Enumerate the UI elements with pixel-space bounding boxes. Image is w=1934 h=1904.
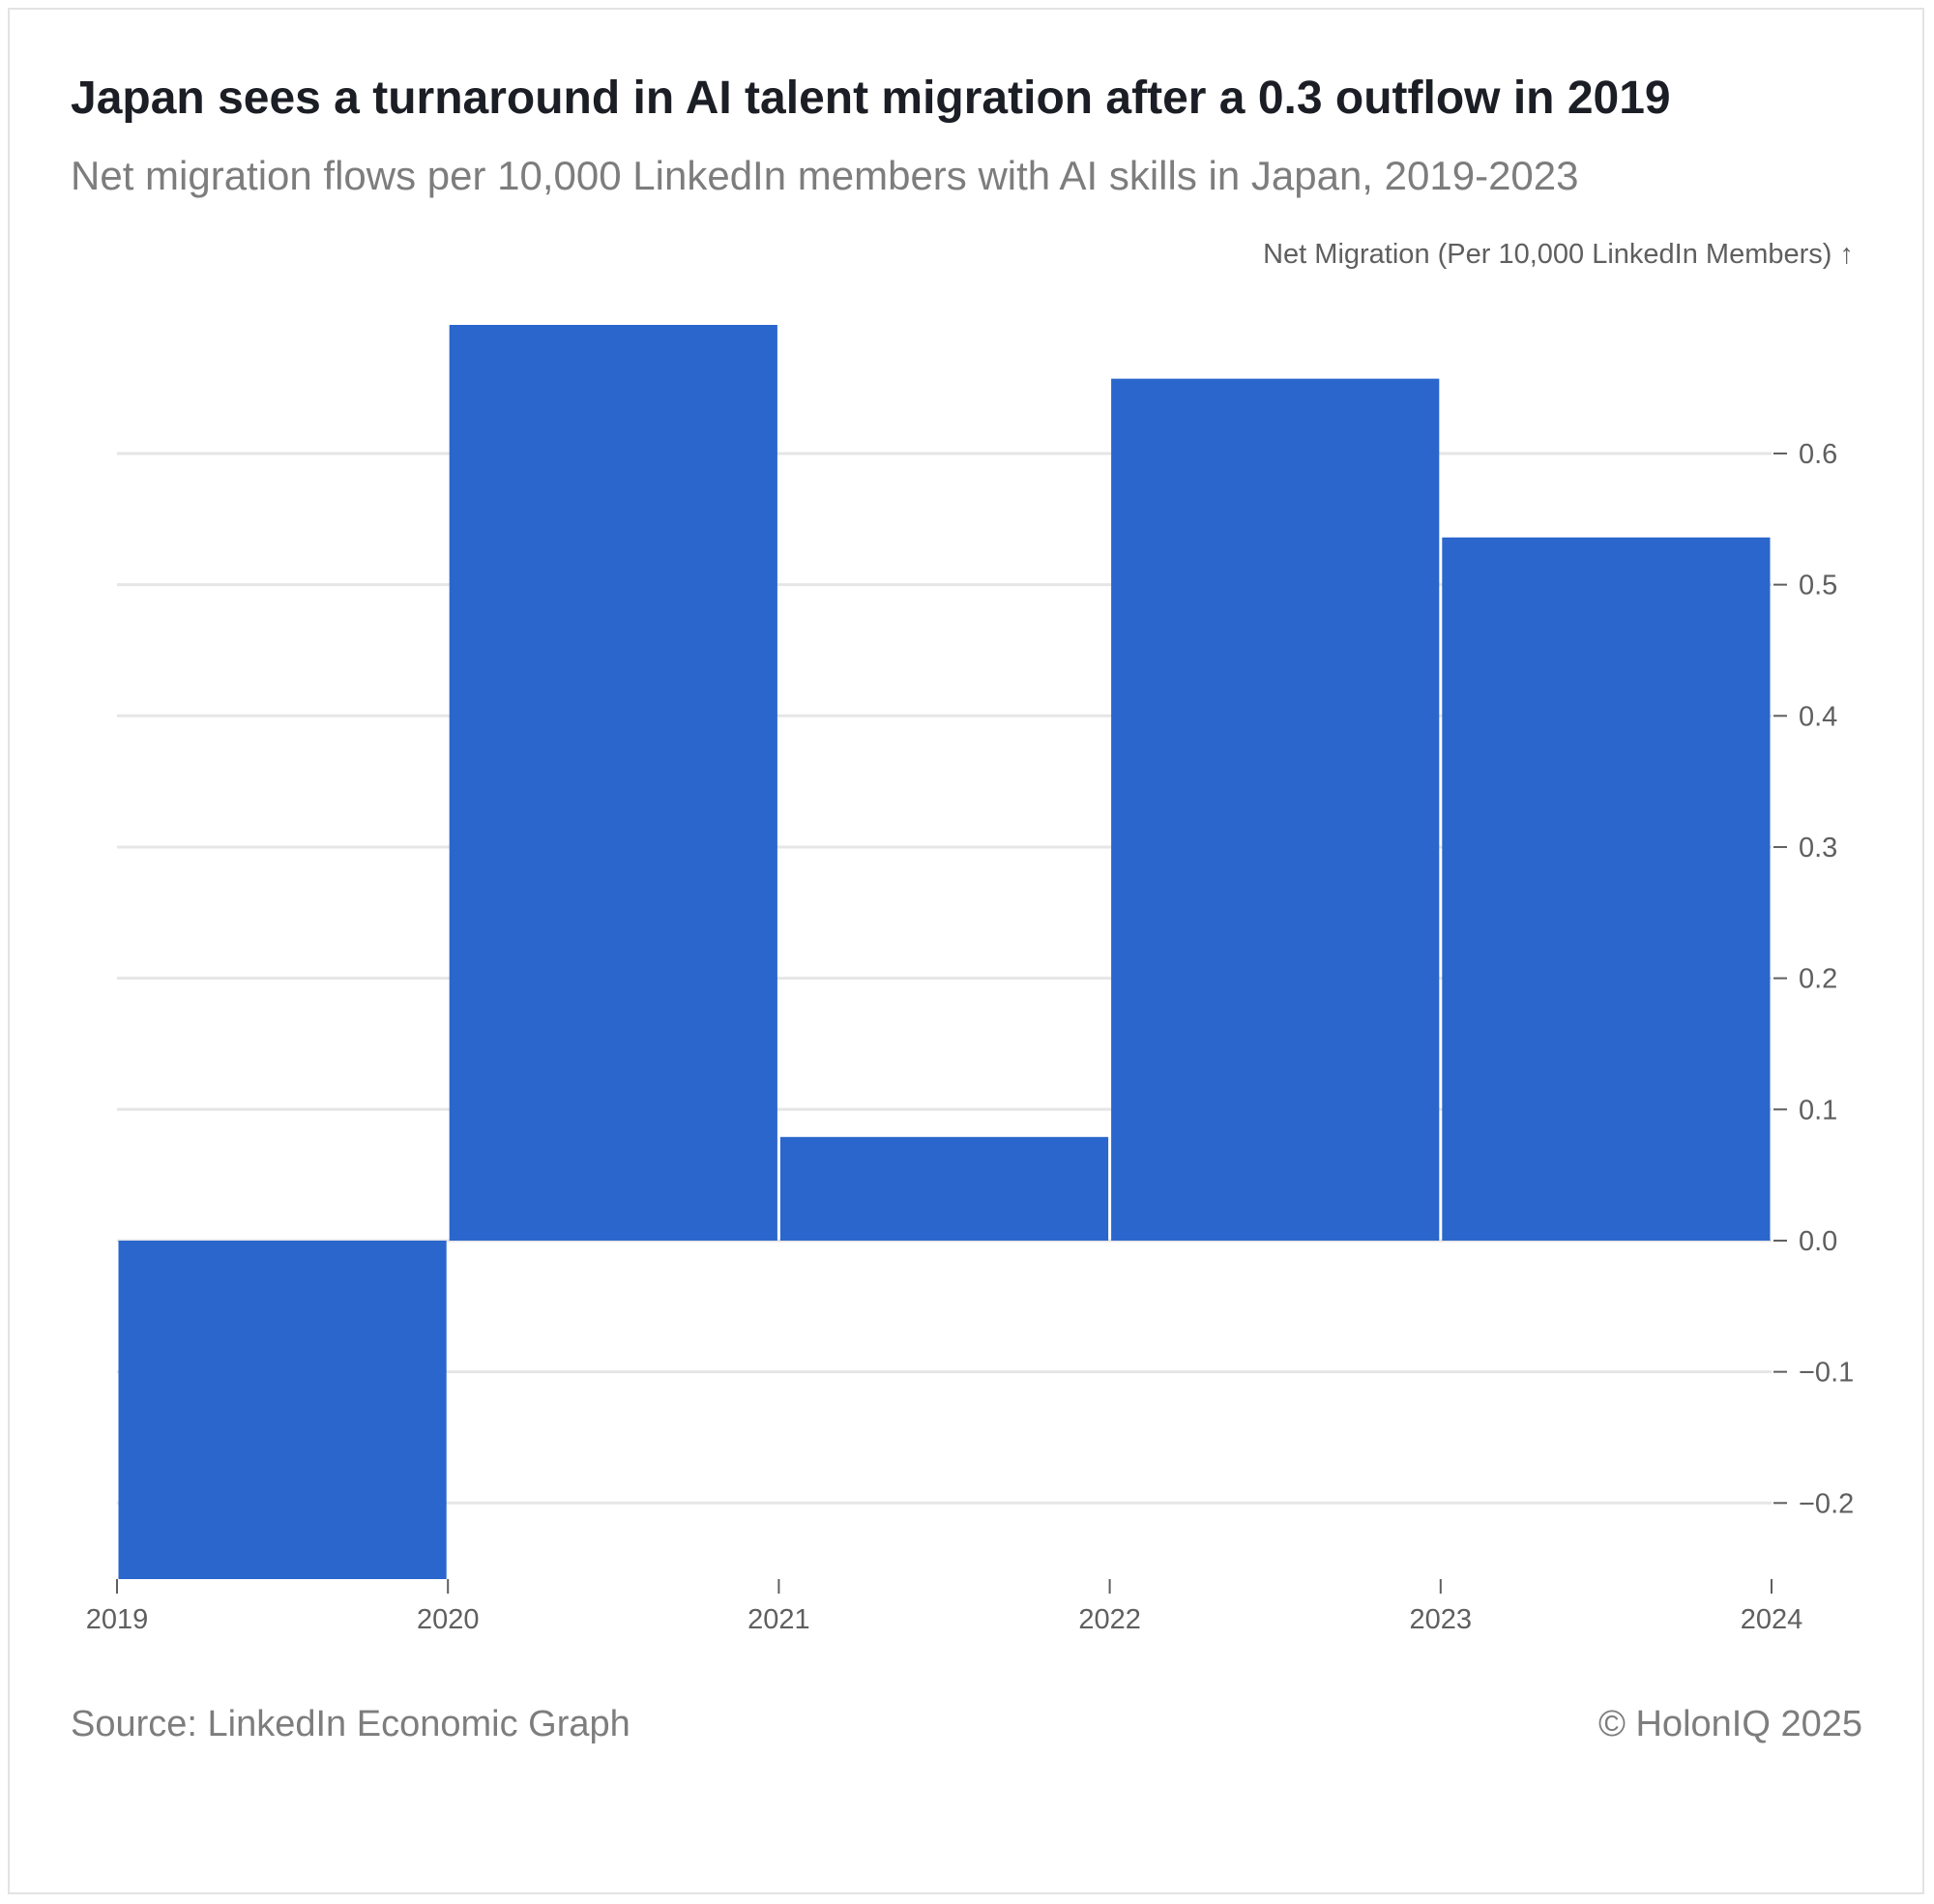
- bar-2022: [1111, 378, 1440, 1241]
- y-axis-label: Net Migration (Per 10,000 LinkedIn Membe…: [1263, 239, 1854, 270]
- x-tick-label: 2024: [1741, 1604, 1803, 1635]
- y-tick-label: 0.1: [1799, 1095, 1837, 1126]
- source-note: Source: LinkedIn Economic Graph: [71, 1704, 630, 1744]
- bar-2020: [449, 325, 777, 1241]
- axes: −0.2 −0.1 0.0 0.1 0.2 0.3 0.4 0.5 0.6 2019 2020 202…: [86, 439, 1855, 1635]
- x-tick-label: 2021: [747, 1604, 810, 1635]
- x-tick-label: 2023: [1410, 1604, 1473, 1635]
- bar-2021: [779, 1136, 1109, 1241]
- y-tick-label: −0.1: [1799, 1358, 1854, 1389]
- chart-title: Japan sees a turnaround in AI talent mig…: [71, 73, 1671, 124]
- bar-2023: [1442, 537, 1771, 1241]
- y-tick-label: 0.0: [1799, 1226, 1837, 1257]
- bars: [118, 325, 1771, 1579]
- y-tick-label: 0.3: [1799, 833, 1837, 864]
- y-tick-label: 0.6: [1799, 439, 1837, 470]
- chart-card: [8, 8, 1924, 1894]
- y-tick-label: 0.5: [1799, 571, 1837, 601]
- y-tick-label: 0.4: [1799, 701, 1837, 732]
- copyright-note: © HolonIQ 2025: [1597, 1704, 1862, 1744]
- bar-2019: [118, 1240, 447, 1579]
- x-tick-label: 2019: [86, 1604, 149, 1635]
- y-tick-label: −0.2: [1799, 1488, 1854, 1519]
- chart-subtitle: Net migration flows per 10,000 LinkedIn …: [71, 153, 1579, 198]
- y-tick-label: 0.2: [1799, 964, 1837, 995]
- x-tick-label: 2022: [1078, 1604, 1141, 1635]
- x-tick-label: 2020: [417, 1604, 480, 1635]
